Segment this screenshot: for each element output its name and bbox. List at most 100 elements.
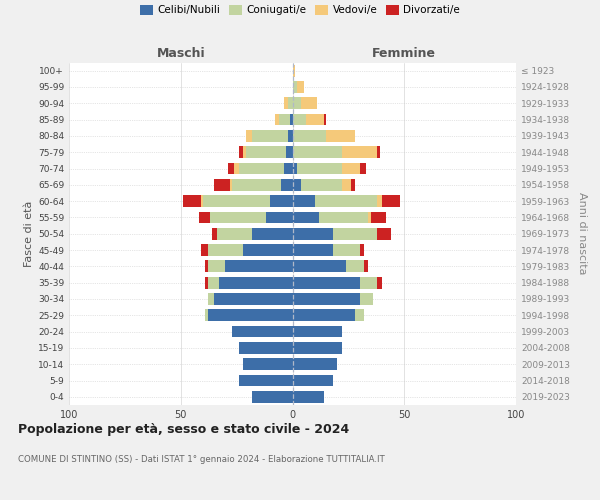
Bar	[301, 179, 341, 190]
Bar	[315, 196, 377, 207]
Bar	[293, 65, 295, 76]
Bar	[377, 277, 382, 288]
Bar	[306, 114, 324, 126]
Bar	[350, 179, 355, 190]
Text: Popolazione per età, sesso e stato civile - 2024: Popolazione per età, sesso e stato civil…	[18, 422, 349, 436]
Bar	[208, 277, 219, 288]
Bar	[270, 196, 293, 207]
Bar	[235, 162, 239, 174]
Bar	[239, 374, 293, 386]
Bar	[245, 130, 252, 142]
Y-axis label: Fasce di età: Fasce di età	[24, 200, 34, 267]
Bar	[359, 244, 364, 256]
Bar	[208, 244, 244, 256]
Bar	[293, 358, 337, 370]
Bar	[293, 146, 341, 158]
Bar	[293, 277, 359, 288]
Bar	[359, 293, 373, 305]
Bar	[293, 196, 315, 207]
Bar	[232, 326, 293, 338]
Bar	[205, 277, 208, 288]
Bar	[368, 212, 371, 224]
Bar	[244, 358, 293, 370]
Bar	[244, 146, 245, 158]
Bar	[364, 260, 368, 272]
Bar	[252, 130, 288, 142]
Bar	[293, 244, 333, 256]
Bar	[266, 212, 293, 224]
Bar	[319, 212, 368, 224]
Text: Femmine: Femmine	[372, 47, 436, 60]
Bar	[377, 146, 380, 158]
Bar	[201, 244, 208, 256]
Bar	[341, 146, 377, 158]
Bar	[371, 212, 386, 224]
Bar	[201, 196, 203, 207]
Bar	[293, 114, 306, 126]
Bar	[326, 130, 355, 142]
Bar	[199, 212, 210, 224]
Text: COMUNE DI STINTINO (SS) - Dati ISTAT 1° gennaio 2024 - Elaborazione TUTTITALIA.I: COMUNE DI STINTINO (SS) - Dati ISTAT 1° …	[18, 455, 385, 464]
Bar	[208, 293, 214, 305]
Bar	[293, 212, 319, 224]
Bar	[293, 310, 355, 321]
Bar	[359, 277, 377, 288]
Bar	[230, 179, 232, 190]
Bar	[301, 98, 317, 109]
Bar	[346, 260, 364, 272]
Bar	[239, 146, 244, 158]
Bar	[297, 81, 304, 93]
Bar	[359, 162, 366, 174]
Bar	[377, 228, 391, 239]
Bar	[333, 228, 377, 239]
Bar	[208, 260, 226, 272]
Bar	[227, 162, 235, 174]
Bar	[205, 310, 208, 321]
Bar	[203, 196, 270, 207]
Bar	[217, 228, 252, 239]
Legend: Celibi/Nubili, Coniugati/e, Vedovi/e, Divorzati/e: Celibi/Nubili, Coniugati/e, Vedovi/e, Di…	[140, 5, 460, 15]
Bar	[183, 196, 201, 207]
Bar	[293, 179, 301, 190]
Bar	[226, 260, 293, 272]
Bar	[286, 146, 293, 158]
Bar	[293, 162, 297, 174]
Bar	[214, 293, 293, 305]
Y-axis label: Anni di nascita: Anni di nascita	[577, 192, 587, 275]
Bar	[293, 342, 341, 354]
Bar	[382, 196, 400, 207]
Bar	[288, 130, 293, 142]
Bar	[293, 293, 359, 305]
Bar	[293, 228, 333, 239]
Bar	[341, 162, 359, 174]
Bar	[219, 277, 293, 288]
Bar	[333, 244, 359, 256]
Bar	[377, 196, 382, 207]
Bar	[232, 179, 281, 190]
Bar	[239, 162, 284, 174]
Bar	[288, 98, 293, 109]
Bar	[275, 114, 279, 126]
Bar	[212, 228, 217, 239]
Bar	[214, 179, 230, 190]
Bar	[293, 81, 297, 93]
Bar	[284, 162, 293, 174]
Bar	[252, 391, 293, 402]
Bar	[208, 310, 293, 321]
Bar	[210, 212, 266, 224]
Bar	[355, 310, 364, 321]
Bar	[245, 146, 286, 158]
Bar	[324, 114, 326, 126]
Bar	[279, 114, 290, 126]
Bar	[244, 244, 293, 256]
Bar	[290, 114, 293, 126]
Bar	[239, 342, 293, 354]
Bar	[284, 98, 288, 109]
Bar	[281, 179, 293, 190]
Bar	[252, 228, 293, 239]
Bar	[341, 179, 350, 190]
Bar	[293, 130, 326, 142]
Bar	[293, 391, 324, 402]
Bar	[293, 98, 301, 109]
Bar	[293, 260, 346, 272]
